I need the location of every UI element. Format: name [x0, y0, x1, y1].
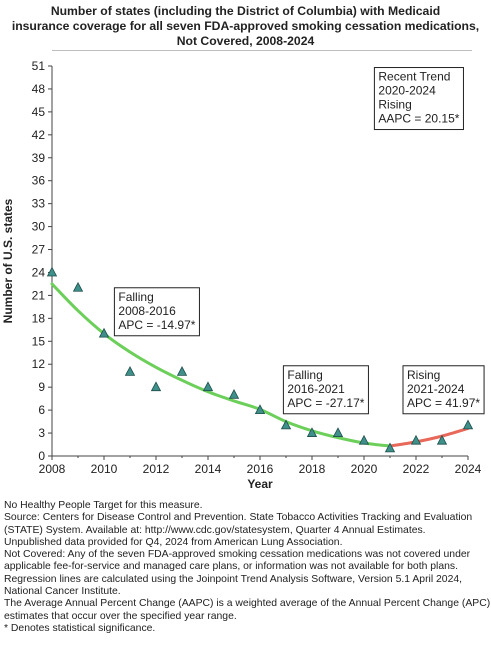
footnote: Not Covered: Any of the seven FDA-approv… — [4, 549, 473, 573]
y-tick-label: 45 — [32, 105, 46, 119]
data-point-triangle — [228, 388, 240, 399]
data-point-triangle — [72, 281, 84, 292]
y-tick-label: 39 — [32, 151, 46, 165]
x-tick-label: 2014 — [195, 462, 222, 476]
annotation-box — [373, 67, 464, 131]
data-point-triangle — [254, 404, 266, 415]
y-tick-label: 0 — [38, 449, 45, 463]
annotation-text: Falling — [287, 368, 322, 382]
y-tick-label: 6 — [38, 403, 45, 417]
annotation-text: Recent Trend — [378, 70, 450, 84]
data-point-triangle — [202, 381, 214, 392]
annotation-box — [113, 287, 200, 337]
x-tick-label: 2008 — [39, 462, 66, 476]
y-tick-label: 30 — [32, 220, 46, 234]
annotation-text: AAPC = 20.15* — [378, 112, 459, 126]
data-point-triangle — [384, 442, 396, 453]
footnote: The Average Annual Percent Change (AAPC)… — [4, 598, 491, 622]
x-tick-label: 2016 — [247, 462, 274, 476]
y-tick-label: 27 — [32, 243, 46, 257]
data-point-triangle — [280, 419, 292, 430]
annotation-text: 2008-2016 — [118, 304, 176, 318]
y-tick-label: 3 — [38, 426, 45, 440]
y-tick-label: 15 — [32, 334, 46, 348]
x-tick-label: 2012 — [143, 462, 170, 476]
annotation-text: APC = -27.17* — [287, 396, 364, 410]
y-tick-label: 21 — [32, 288, 46, 302]
footnote: No Healthy People Target for this measur… — [4, 500, 203, 511]
data-point-triangle — [410, 434, 422, 445]
data-point-triangle — [176, 366, 188, 376]
data-point-triangle — [306, 427, 318, 437]
y-axis-title: Number of U.S. states — [1, 198, 15, 323]
x-tick-label: 2020 — [351, 462, 378, 476]
y-tick-label: 42 — [32, 128, 46, 142]
title-divider — [52, 50, 472, 51]
annotation-text: 2021-2024 — [407, 382, 465, 396]
chart-title-line: Not Covered, 2008-2024 — [176, 34, 315, 48]
x-tick-label: 2022 — [403, 462, 430, 476]
x-tick-label: 2018 — [299, 462, 326, 476]
annotation-text: 2016-2021 — [287, 382, 345, 396]
data-point-triangle — [462, 419, 474, 430]
trend-line — [50, 282, 392, 448]
y-tick-label: 12 — [32, 357, 46, 371]
trend-line — [388, 426, 470, 448]
annotation-text: Rising — [378, 98, 411, 112]
annotation-text: APC = -14.97* — [118, 318, 195, 332]
x-axis-title: Year — [247, 477, 273, 491]
x-tick-label: 2010 — [91, 462, 118, 476]
y-tick-label: 36 — [32, 174, 46, 188]
annotation-box — [282, 365, 369, 415]
data-point-triangle — [98, 327, 110, 338]
data-point-triangle — [436, 434, 448, 445]
y-tick-label: 48 — [32, 82, 46, 96]
data-point-triangle — [150, 381, 162, 392]
x-tick-label: 2024 — [455, 462, 482, 476]
footnotes: No Healthy People Target for this measur… — [4, 500, 491, 635]
annotation-text: Falling — [118, 290, 153, 304]
chart-title-line: insurance coverage for all seven FDA-app… — [11, 19, 480, 33]
data-point-triangle — [46, 266, 58, 277]
data-point-triangle — [358, 434, 370, 445]
annotation-text: 2020-2024 — [378, 84, 436, 98]
footnote: Unpublished data provided for Q4, 2024 f… — [4, 536, 343, 548]
footnote: * Denotes statistical significance. — [4, 622, 156, 634]
data-points — [46, 266, 474, 453]
data-point-triangle — [124, 366, 136, 376]
footnote: Regression lines are calculated using th… — [4, 573, 465, 598]
chart-title-line: Number of states (including the District… — [50, 4, 441, 18]
y-tick-label: 51 — [32, 59, 46, 73]
footnote: Source: Centers for Disease Control and … — [4, 512, 476, 536]
annotation-text: Rising — [407, 368, 440, 382]
annotation-box — [402, 365, 485, 415]
data-point-triangle — [332, 427, 344, 437]
annotation-text: APC = 41.97* — [407, 396, 480, 410]
y-tick-label: 9 — [38, 380, 45, 394]
y-tick-label: 33 — [32, 197, 46, 211]
y-tick-label: 24 — [32, 265, 46, 279]
chart-title: Number of states (including the District… — [0, 4, 491, 49]
y-tick-label: 18 — [32, 311, 46, 325]
